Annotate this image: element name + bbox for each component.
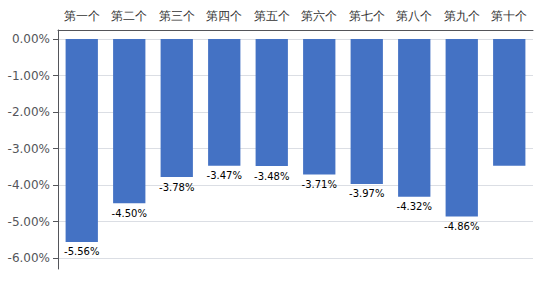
svg-text:第三个: 第三个 [159,9,195,23]
svg-text:-3.97%: -3.97% [349,188,384,199]
svg-text:第九个: 第九个 [444,9,480,23]
svg-text:第一个: 第一个 [64,9,100,23]
svg-text:-4.32%: -4.32% [397,201,432,212]
svg-text:-6.00%: -6.00% [8,251,50,265]
svg-text:-5.56%: -5.56% [64,246,99,257]
svg-text:-3.71%: -3.71% [302,179,337,190]
svg-text:-1.00%: -1.00% [8,69,50,83]
svg-text:第八个: 第八个 [396,9,432,23]
svg-text:第五个: 第五个 [254,9,290,23]
svg-text:-5.00%: -5.00% [8,215,50,229]
svg-text:第十个: 第十个 [491,9,527,23]
svg-text:0.00%: 0.00% [12,32,50,46]
svg-text:第四个: 第四个 [206,9,242,23]
svg-text:-3.48%: -3.48% [254,171,289,182]
svg-text:-2.00%: -2.00% [8,105,50,119]
svg-text:第二个: 第二个 [111,9,147,23]
svg-text:-3.78%: -3.78% [159,182,194,193]
svg-text:第七个: 第七个 [349,9,385,23]
svg-text:第六个: 第六个 [301,9,337,23]
svg-text:-4.50%: -4.50% [112,208,147,219]
svg-text:-4.86%: -4.86% [444,221,479,232]
svg-text:-3.47%: -3.47% [207,170,242,181]
svg-text:-3.00%: -3.00% [8,142,50,156]
svg-text:-4.00%: -4.00% [8,178,50,192]
